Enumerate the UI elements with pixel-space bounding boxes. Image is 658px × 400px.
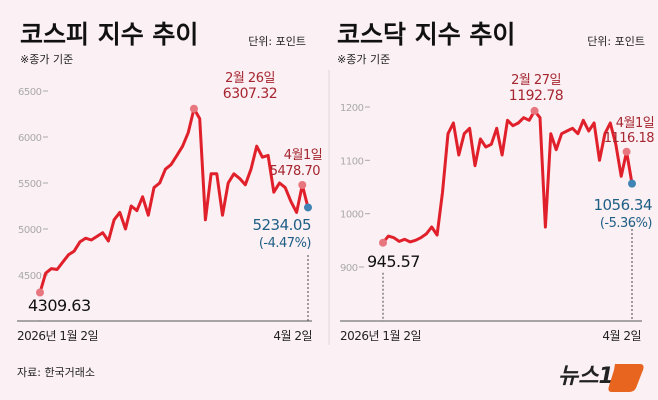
kospi-unit: 단위: 포인트 xyxy=(248,35,306,48)
kospi-end-change: (-4.47%) xyxy=(259,236,311,251)
kospi-panel: 코스피 지수 추이 단위: 포인트 ※종가 기준 4500 5000 5500 600… xyxy=(17,20,323,343)
kosdaq-panel: 코스닥 지수 추이 단위: 포인트 ※종가 기준 900 1000 1100 1200… xyxy=(337,20,655,343)
kospi-peak-value: 6307.32 xyxy=(223,86,277,102)
series-line xyxy=(381,109,634,244)
peak-point xyxy=(530,106,539,115)
kosdaq-x-label-end: 4월 2일 xyxy=(602,329,641,343)
news1-logo: 뉴스1 xyxy=(558,364,644,392)
prev-day-point xyxy=(298,180,307,189)
y-tick-label: 1100 xyxy=(340,156,364,167)
start-point xyxy=(36,288,44,297)
kosdaq-start-value: 945.57 xyxy=(367,252,420,271)
series-line xyxy=(38,107,310,293)
logo-text: 뉴스1 xyxy=(558,364,614,389)
kosdaq-series xyxy=(379,106,636,321)
y-tick-label: 4500 xyxy=(18,271,42,282)
kosdaq-end-change: (-5.36%) xyxy=(600,216,652,231)
kospi-prev-date: 4월1일 xyxy=(284,148,322,163)
kospi-prev-value: 5478.70 xyxy=(270,164,320,179)
kospi-y-ticks: 4500 5000 5500 6000 6500 xyxy=(18,87,48,282)
kospi-series xyxy=(36,104,312,321)
y-tick-label: 5500 xyxy=(18,179,42,190)
end-point xyxy=(628,179,636,188)
start-point xyxy=(379,238,387,247)
kosdaq-prev-value: 1116.18 xyxy=(604,131,654,146)
kospi-note: ※종가 기준 xyxy=(20,53,73,66)
kosdaq-y-ticks: 900 1000 1100 1200 xyxy=(340,103,370,274)
kosdaq-peak-value: 1192.78 xyxy=(509,88,563,104)
y-tick-label: 1200 xyxy=(340,103,364,114)
kosdaq-title: 코스닥 지수 추이 xyxy=(337,20,515,49)
kosdaq-x-label-start: 2026년 1월 2일 xyxy=(340,329,421,343)
y-tick-label: 900 xyxy=(340,263,358,274)
y-tick-label: 5000 xyxy=(18,225,42,236)
kosdaq-end-value: 1056.34 xyxy=(593,196,652,214)
logo-mark xyxy=(608,364,644,392)
kospi-x-label-start: 2026년 1월 2일 xyxy=(17,329,98,343)
kospi-end-value: 5234.05 xyxy=(252,216,311,234)
peak-point xyxy=(189,104,198,113)
prev-day-point xyxy=(622,147,631,156)
y-tick-label: 6500 xyxy=(18,87,42,98)
kosdaq-unit: 단위: 포인트 xyxy=(587,35,645,48)
kosdaq-prev-date: 4월1일 xyxy=(616,116,654,131)
end-point xyxy=(304,203,312,212)
kospi-start-value: 4309.63 xyxy=(28,296,91,315)
y-tick-label: 6000 xyxy=(18,133,42,144)
kospi-title: 코스피 지수 추이 xyxy=(20,20,198,49)
kospi-x-label-end: 4월 2일 xyxy=(273,329,312,343)
kosdaq-peak-date: 2월 27일 xyxy=(511,73,561,88)
y-tick-label: 1000 xyxy=(340,210,364,221)
kospi-peak-date: 2월 26일 xyxy=(225,71,275,86)
source-label: 자료: 한국거래소 xyxy=(17,366,95,379)
kosdaq-note: ※종가 기준 xyxy=(337,53,390,66)
